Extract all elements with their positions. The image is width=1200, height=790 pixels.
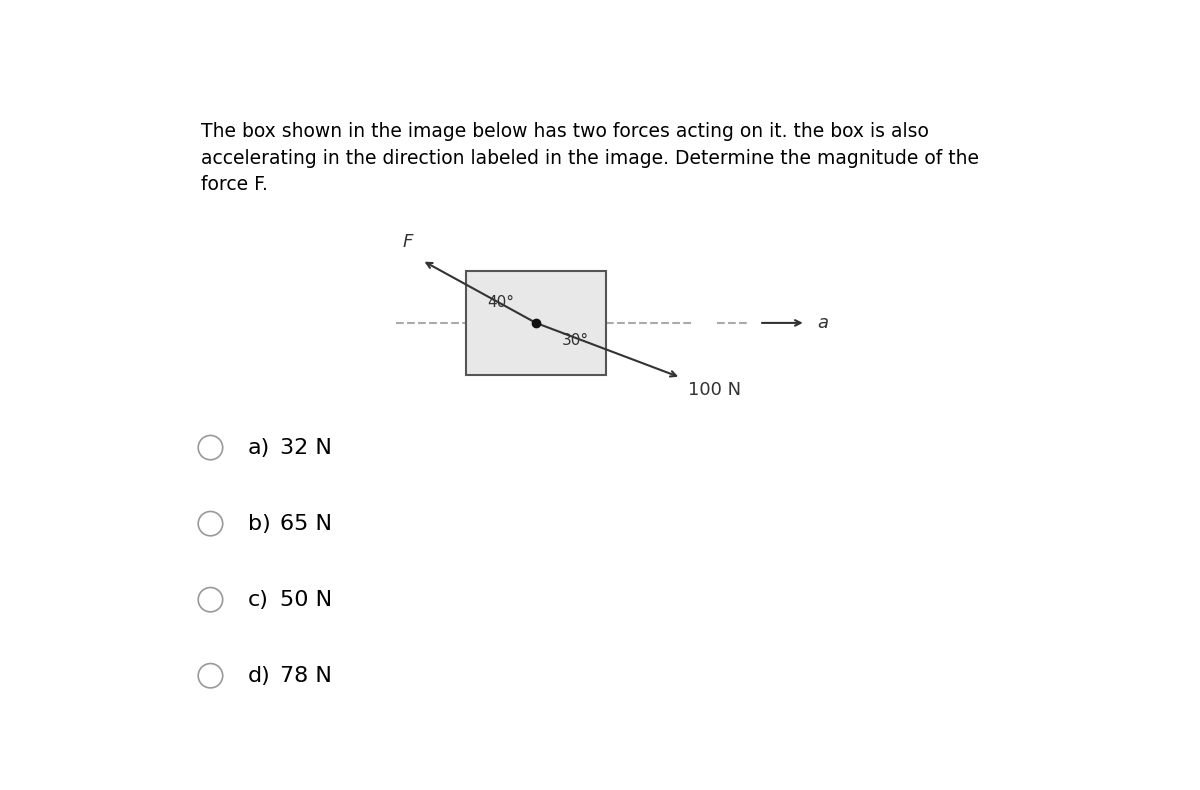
Text: 32 N: 32 N [281, 438, 332, 457]
Text: The box shown in the image below has two forces acting on it. the box is also
ac: The box shown in the image below has two… [202, 122, 979, 194]
Text: 78 N: 78 N [281, 666, 332, 686]
FancyBboxPatch shape [466, 271, 606, 374]
Text: 65 N: 65 N [281, 514, 332, 534]
Text: d): d) [247, 666, 270, 686]
Text: F: F [402, 233, 413, 251]
Text: 30°: 30° [562, 333, 588, 348]
Text: 100 N: 100 N [689, 381, 742, 399]
Text: a: a [817, 314, 829, 332]
Text: a): a) [247, 438, 270, 457]
Text: c): c) [247, 589, 269, 610]
Text: b): b) [247, 514, 270, 534]
Text: 50 N: 50 N [281, 589, 332, 610]
Text: 40°: 40° [487, 295, 514, 310]
